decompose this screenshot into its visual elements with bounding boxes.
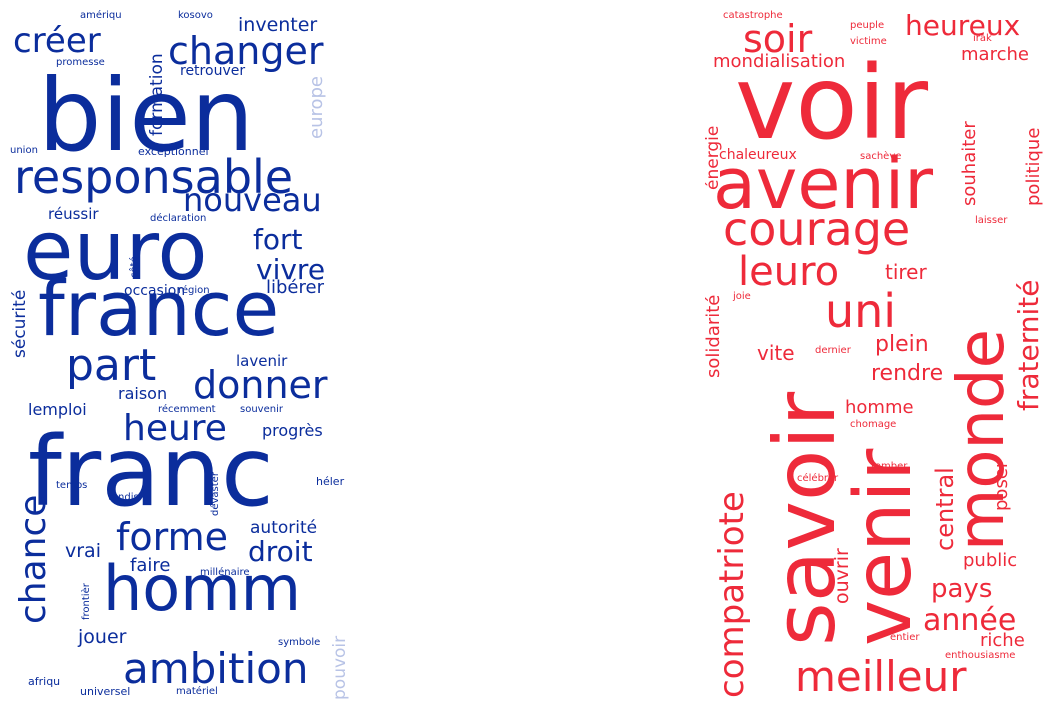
- word: courage: [723, 202, 911, 256]
- word: compatriote: [712, 491, 752, 698]
- word: public: [963, 550, 1018, 571]
- word: pays: [931, 574, 993, 604]
- word: voir: [735, 44, 929, 163]
- word: solidarité: [705, 294, 724, 378]
- word: catastrophe: [723, 10, 783, 21]
- word: frontièr: [81, 583, 92, 620]
- word: europe: [306, 76, 327, 139]
- word: vite: [757, 341, 795, 365]
- word: irak: [973, 33, 992, 44]
- word: donner: [193, 363, 328, 407]
- word: heure: [123, 408, 227, 449]
- word: matériel: [176, 686, 218, 697]
- word: créer: [13, 21, 101, 61]
- word: temps: [56, 480, 88, 491]
- word: chomage: [850, 419, 897, 430]
- word: meilleur: [795, 652, 967, 701]
- word: rendre: [871, 361, 944, 386]
- word: soir: [743, 17, 813, 61]
- word: victime: [850, 36, 887, 47]
- word: occasion: [124, 283, 186, 299]
- word: heureux: [905, 9, 1021, 42]
- word: fraternité: [1012, 279, 1045, 411]
- word: entier: [890, 632, 920, 643]
- word: savoir: [756, 391, 854, 646]
- word: afriqu: [28, 675, 61, 688]
- word: kosovo: [178, 10, 213, 21]
- word: déclaration: [150, 213, 207, 224]
- word: sachève: [860, 151, 902, 162]
- word: dernier: [815, 345, 851, 356]
- word: joie: [733, 291, 751, 302]
- word: jouer: [78, 626, 127, 648]
- word: leuro: [738, 249, 840, 295]
- word: union: [10, 145, 38, 156]
- word: faire: [130, 555, 171, 576]
- word: ambition: [123, 644, 309, 693]
- word: avenir: [713, 143, 933, 225]
- word: tandis: [108, 492, 139, 503]
- word: mondialisation: [713, 51, 846, 72]
- word: france: [38, 264, 280, 353]
- word: homme: [845, 397, 914, 418]
- word: souvenir: [240, 404, 283, 415]
- word: raison: [118, 384, 168, 403]
- word: tirer: [885, 260, 927, 284]
- word: autorité: [250, 518, 318, 538]
- word: venir: [839, 448, 929, 646]
- word: plein: [875, 332, 929, 357]
- word: universel: [80, 685, 131, 698]
- word: promesse: [56, 57, 105, 68]
- word: réussir: [48, 205, 99, 223]
- word: libérer: [266, 277, 324, 298]
- word: inventer: [238, 14, 318, 36]
- word: marche: [961, 44, 1029, 65]
- word: vivre: [256, 253, 326, 286]
- word: millénaire: [200, 567, 250, 578]
- word: central: [931, 467, 959, 551]
- word: droit: [248, 535, 313, 568]
- word: symbole: [278, 637, 321, 648]
- word: monde: [945, 328, 1019, 551]
- word: chaleureux: [719, 147, 797, 163]
- word: tomber: [871, 461, 908, 472]
- word: lemploi: [28, 400, 87, 419]
- word: fort: [253, 223, 303, 256]
- word: responsable: [14, 150, 294, 204]
- word: uni: [825, 284, 897, 338]
- word: franc: [28, 416, 274, 528]
- word: homm: [103, 552, 302, 625]
- word: exceptionnel: [138, 145, 209, 158]
- word: nouveau: [183, 181, 322, 219]
- word: bien: [38, 57, 255, 174]
- word: peuple: [850, 20, 885, 31]
- word: récemment: [158, 404, 216, 415]
- word: vrai: [65, 540, 101, 562]
- word: euro: [23, 204, 208, 299]
- word: politique: [1023, 127, 1044, 206]
- word: enthousiasme: [945, 650, 1016, 661]
- word: changer: [168, 29, 324, 73]
- word: lavenir: [236, 352, 288, 370]
- word-cloud-blue: amériqu kosovo créer inventer changer fo…: [8, 6, 353, 706]
- word: sécurité: [10, 289, 30, 358]
- word: chance: [13, 494, 54, 624]
- word-cloud-red: catastrophe peuple victime irak soir heu…: [705, 6, 1050, 706]
- word: progrès: [262, 421, 323, 440]
- word: forme: [116, 515, 228, 559]
- word: année: [923, 603, 1017, 638]
- word: pouvoir: [330, 635, 350, 700]
- word: retrouver: [180, 63, 246, 79]
- word: souhaiter: [959, 121, 980, 206]
- word: amériqu: [80, 10, 122, 21]
- word: part: [66, 340, 157, 391]
- word: poser: [991, 460, 1012, 511]
- word: héler: [316, 475, 345, 488]
- word: riche: [980, 630, 1025, 651]
- word: région: [178, 285, 210, 296]
- word: célébrer: [797, 473, 839, 484]
- word: laisser: [975, 215, 1008, 226]
- word: dévaster: [210, 472, 221, 516]
- word: ouvrir: [831, 548, 853, 604]
